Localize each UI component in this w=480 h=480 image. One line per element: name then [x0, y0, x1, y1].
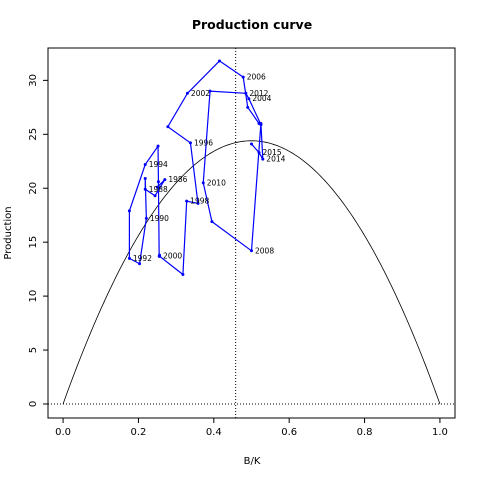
- trajectory-point: [250, 249, 253, 253]
- x-tick-label: 0.8: [357, 427, 373, 438]
- x-tick-label: 0.4: [206, 427, 222, 438]
- trajectory-point: [181, 273, 185, 277]
- trajectory-point: [163, 178, 167, 182]
- trajectory-point: [185, 199, 189, 203]
- point-label: 2015: [263, 148, 282, 157]
- trajectory-point: [257, 151, 261, 155]
- trajectory-point: [241, 75, 245, 79]
- y-tick-label: 5: [28, 347, 39, 353]
- trajectory-point: [210, 220, 214, 224]
- x-axis-label: B/K: [244, 456, 261, 467]
- y-tick-label: 30: [28, 74, 39, 87]
- trajectory-point: [153, 194, 157, 198]
- chart-title: Production curve: [192, 17, 312, 32]
- x-tick-label: 0.2: [130, 427, 146, 438]
- trajectory-line: [128, 60, 264, 276]
- y-tick-label: 25: [28, 128, 39, 141]
- trajectory-point: [246, 105, 250, 109]
- trajectory-point: [217, 59, 221, 63]
- point-label: 2014: [266, 155, 285, 164]
- trajectory-point: [143, 187, 147, 191]
- x-tick-label: 0.0: [55, 427, 71, 438]
- trajectory-point: [138, 262, 142, 266]
- trajectory-point: [247, 97, 251, 101]
- trajectory-point: [188, 141, 192, 145]
- trajectory-point: [127, 209, 131, 213]
- point-label: 1988: [149, 185, 168, 194]
- trajectory-point: [143, 177, 147, 181]
- trajectory-point: [155, 185, 159, 189]
- point-label: 2008: [255, 246, 274, 255]
- point-label: 2000: [163, 252, 182, 261]
- point-label: 2012: [249, 89, 268, 98]
- trajectory-point: [250, 142, 253, 146]
- point-label: 2002: [191, 89, 210, 98]
- point-label: 2010: [207, 178, 226, 187]
- point-label: 1992: [133, 254, 152, 263]
- y-tick-label: 0: [28, 401, 39, 407]
- x-tick-label: 1.0: [432, 427, 448, 438]
- point-label: 1994: [149, 160, 168, 169]
- trajectory-point: [158, 254, 162, 258]
- trajectory-point: [185, 91, 189, 95]
- y-tick-label: 10: [28, 290, 39, 303]
- point-label: 1996: [194, 138, 213, 147]
- plot-frame: [47, 47, 456, 419]
- trajectory-point: [261, 157, 265, 161]
- trajectory-point: [166, 125, 170, 129]
- point-label: 2004: [252, 94, 271, 103]
- production-parabola: [62, 140, 441, 405]
- point-label: 1998: [190, 197, 209, 206]
- trajectory-point: [127, 256, 131, 260]
- y-axis: 0 5 10 15 20 25 30: [28, 74, 48, 407]
- trajectory-point: [259, 122, 263, 126]
- trajectory-point: [244, 91, 248, 95]
- trajectory-point: [144, 216, 148, 220]
- trajectory-points: [127, 59, 265, 277]
- trajectory-point: [201, 181, 205, 185]
- point-label: 2006: [247, 73, 266, 82]
- trajectory-point: [208, 89, 212, 93]
- x-tick-label: 0.6: [281, 427, 297, 438]
- trajectory-point: [196, 201, 200, 205]
- y-tick-label: 20: [28, 182, 39, 195]
- y-tick-label: 15: [28, 236, 39, 249]
- trajectory-point: [156, 144, 160, 148]
- trajectory-point: [156, 180, 160, 184]
- point-label: 1986: [168, 175, 187, 184]
- y-axis-label: Production: [3, 206, 14, 259]
- point-label: 1990: [150, 214, 169, 223]
- x-axis: 0.0 0.2 0.4 0.6 0.8 1.0: [55, 418, 448, 438]
- trajectory-point: [143, 163, 147, 167]
